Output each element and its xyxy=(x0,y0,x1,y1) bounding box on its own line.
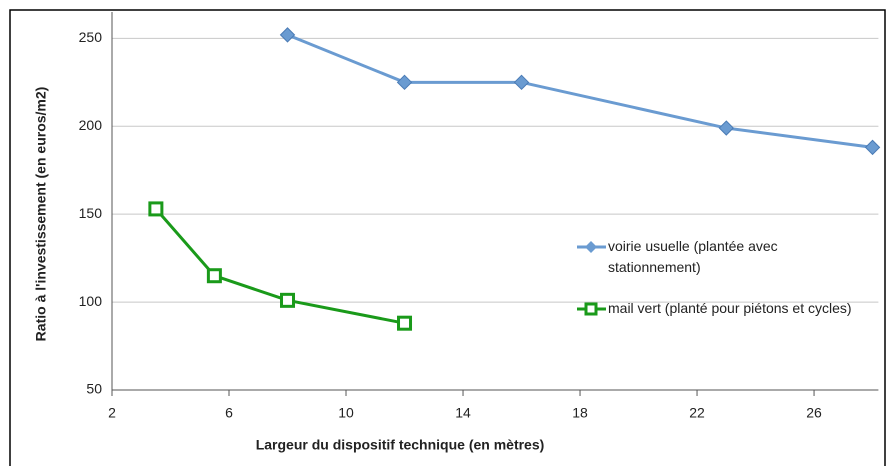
y-tick-label: 150 xyxy=(79,205,103,221)
x-tick-label: 26 xyxy=(806,405,822,421)
x-tick-label: 6 xyxy=(225,405,233,421)
marker xyxy=(513,74,530,91)
legend-label: voirie usuelle (plantée avec stationneme… xyxy=(608,238,778,275)
marker xyxy=(206,268,222,284)
x-tick-label: 10 xyxy=(338,405,354,421)
x-tick-label: 14 xyxy=(455,405,471,421)
legend-marker xyxy=(584,302,598,316)
series-line xyxy=(286,33,873,149)
x-tick-label: 2 xyxy=(108,405,116,421)
y-tick-label: 100 xyxy=(79,293,103,309)
y-tick-label: 250 xyxy=(79,29,103,45)
x-axis-label: Largeur du dispositif technique (en mètr… xyxy=(256,437,545,453)
marker xyxy=(280,292,296,308)
x-tick-label: 18 xyxy=(572,405,588,421)
series-line xyxy=(154,207,405,325)
marker xyxy=(396,74,413,91)
marker xyxy=(279,27,296,43)
frame xyxy=(9,9,886,466)
marker xyxy=(864,139,881,156)
legend-label: mail vert (planté pour piétons et cycles… xyxy=(608,300,852,316)
y-tick-label: 200 xyxy=(79,117,103,133)
marker xyxy=(397,315,413,331)
marker xyxy=(718,120,734,136)
marker xyxy=(148,201,164,217)
y-axis-label: Ratio à l'investissement (en euros/m2) xyxy=(33,87,49,342)
y-tick-label: 50 xyxy=(86,381,102,397)
x-tick-label: 22 xyxy=(689,405,705,421)
legend-marker xyxy=(585,241,597,253)
